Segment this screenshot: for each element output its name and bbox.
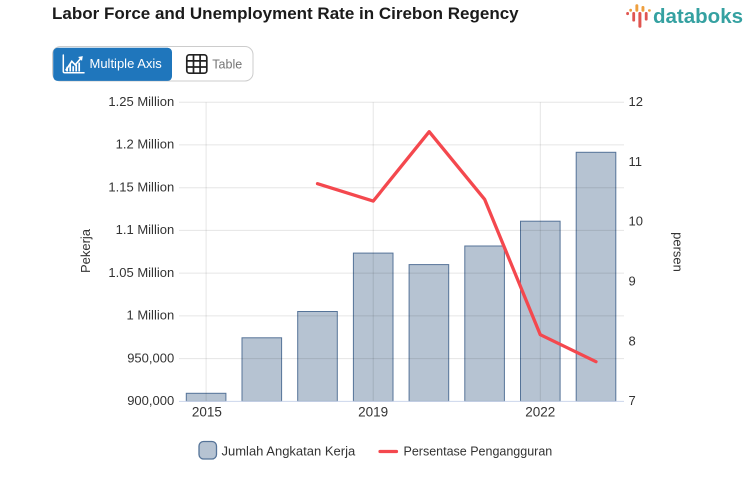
svg-text:Pekerja: Pekerja (78, 228, 93, 273)
svg-text:Table: Table (212, 57, 242, 71)
svg-text:databoks: databoks (653, 5, 743, 28)
svg-text:1.15 Million: 1.15 Million (108, 180, 174, 195)
svg-text:1.05 Million: 1.05 Million (108, 265, 174, 280)
svg-text:2015: 2015 (192, 405, 222, 420)
svg-text:persen: persen (671, 232, 686, 272)
svg-text:1 Million: 1 Million (127, 308, 175, 323)
svg-text:11: 11 (629, 154, 643, 169)
svg-text:Persentase Pengangguran: Persentase Pengangguran (404, 445, 553, 459)
svg-text:950,000: 950,000 (127, 350, 174, 365)
svg-text:Labor Force and Unemployment R: Labor Force and Unemployment Rate in Cir… (52, 4, 519, 23)
svg-text:8: 8 (629, 333, 636, 348)
svg-text:7: 7 (629, 393, 636, 408)
svg-text:9: 9 (629, 274, 636, 289)
svg-text:1.25 Million: 1.25 Million (108, 94, 174, 109)
svg-text:900,000: 900,000 (127, 393, 174, 408)
svg-text:1.2 Million: 1.2 Million (116, 137, 175, 152)
svg-text:12: 12 (629, 94, 643, 109)
svg-text:Multiple Axis: Multiple Axis (90, 56, 163, 71)
svg-text:2022: 2022 (525, 405, 555, 420)
svg-text:2019: 2019 (358, 405, 388, 420)
svg-text:10: 10 (629, 214, 643, 229)
svg-text:1.1 Million: 1.1 Million (116, 222, 175, 237)
svg-text:Jumlah Angkatan Kerja: Jumlah Angkatan Kerja (222, 444, 356, 459)
